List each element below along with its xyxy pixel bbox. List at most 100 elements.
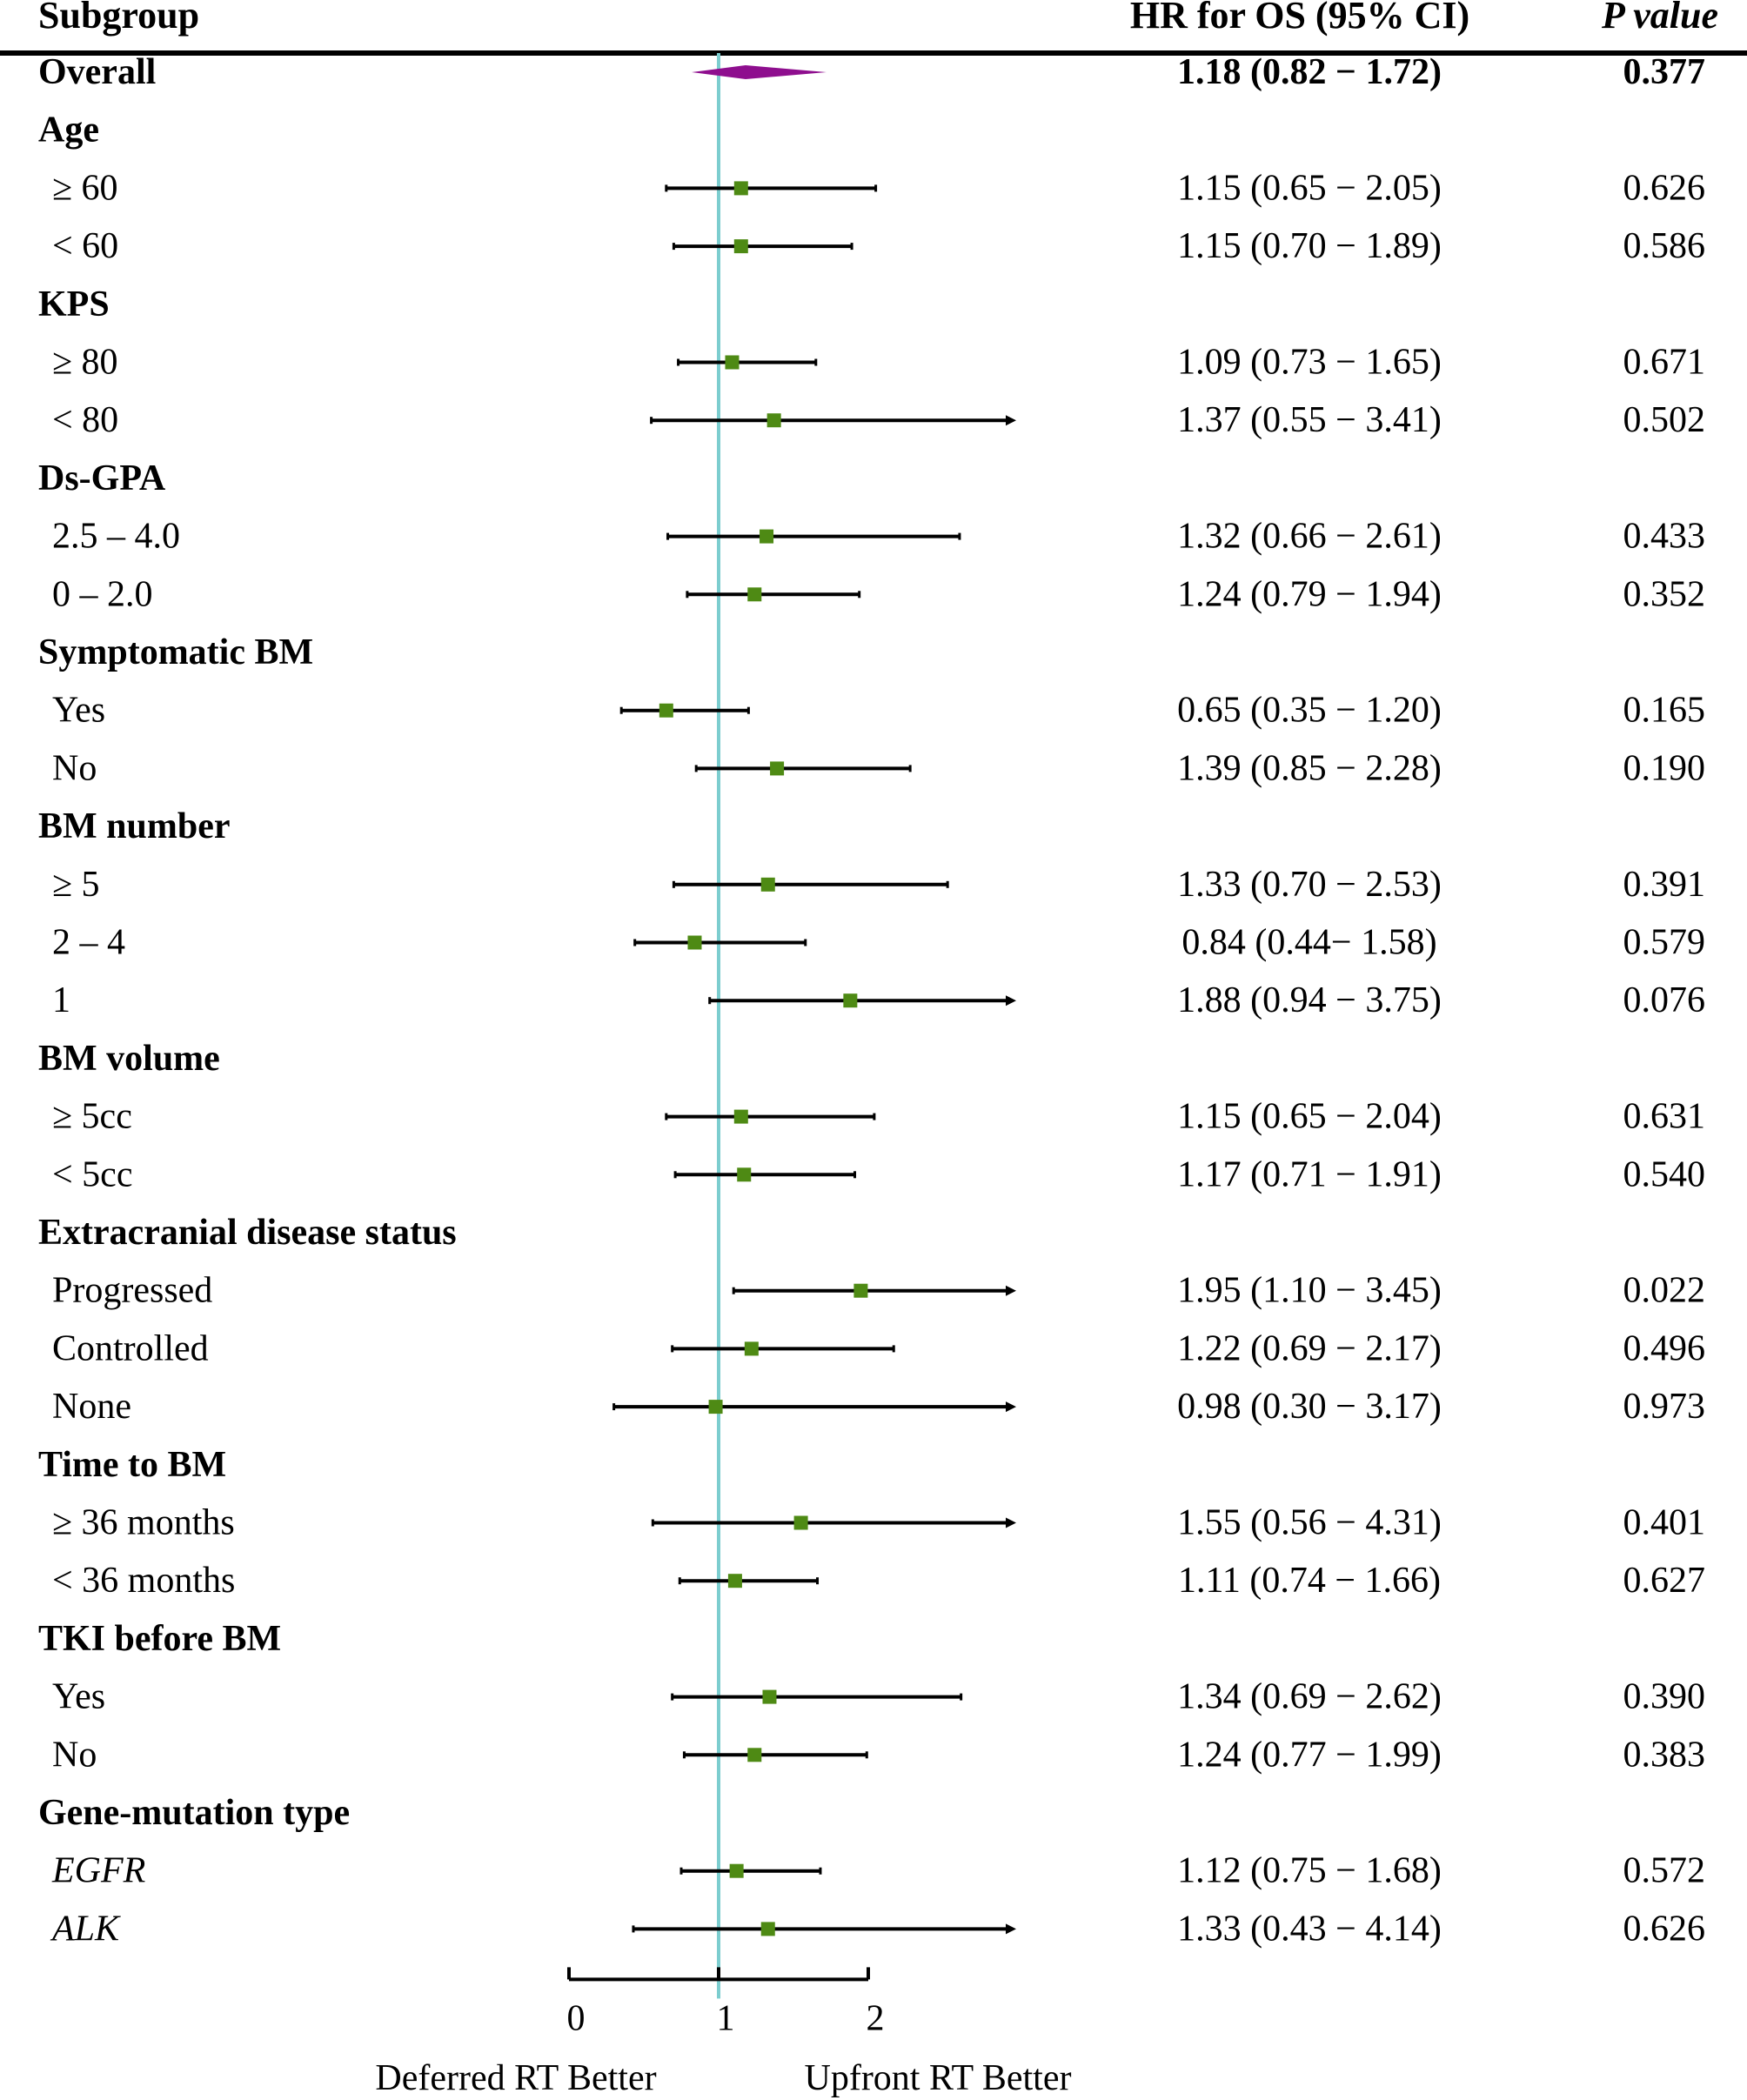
table-row: < 36 months 1.11 (0.74 − 1.66) 0.627: [52, 1561, 1705, 1601]
p-value-text: 0.377: [1623, 52, 1706, 92]
p-value-text: 0.165: [1623, 691, 1706, 731]
row-label: No: [52, 748, 97, 788]
hr-ci-text: 1.18 (0.82 − 1.72): [1177, 52, 1442, 92]
row-label: < 80: [52, 400, 118, 440]
hr-point: [747, 1748, 762, 1762]
p-value-text: 0.631: [1623, 1097, 1706, 1137]
x-tick-label: 0: [567, 1998, 586, 2038]
table-row: BM number: [38, 806, 231, 846]
row-label: ALK: [50, 1909, 121, 1949]
p-value-text: 0.626: [1623, 1909, 1706, 1949]
p-value-text: 0.391: [1623, 865, 1706, 905]
table-row: < 5cc 1.17 (0.71 − 1.91) 0.540: [52, 1154, 1705, 1194]
table-row: No 1.24 (0.77 − 1.99) 0.383: [52, 1735, 1705, 1775]
hr-ci-text: 1.17 (0.71 − 1.91): [1177, 1154, 1442, 1194]
table-row: 0 – 2.0 1.24 (0.79 − 1.94) 0.352: [52, 574, 1705, 614]
p-value-text: 0.390: [1623, 1677, 1706, 1717]
row-label: ≥ 80: [52, 343, 118, 383]
hr-point: [727, 1574, 742, 1588]
group-label: Extracranial disease status: [38, 1213, 457, 1253]
p-value-text: 0.627: [1623, 1561, 1706, 1601]
hr-point: [843, 993, 858, 1008]
hr-point: [853, 1283, 868, 1298]
rows-layer: Overall 1.18 (0.82 − 1.72) 0.377 Age ≥ 60 1.1…: [38, 52, 1706, 1999]
table-row: ≥ 60 1.15 (0.65 − 2.05) 0.626: [52, 168, 1705, 208]
hr-point: [766, 413, 781, 428]
row-label: ≥ 5cc: [52, 1097, 132, 1137]
table-row: ALK 1.33 (0.43 − 4.14) 0.626: [50, 1909, 1705, 1949]
header-subgroup: Subgroup: [38, 0, 199, 37]
table-row: Age: [38, 110, 99, 150]
table-row: Yes 0.65 (0.35 − 1.20) 0.165: [52, 691, 1705, 731]
table-row: 2.5 – 4.0 1.32 (0.66 − 2.61) 0.433: [52, 517, 1705, 557]
hr-point: [733, 239, 748, 254]
p-value-text: 0.022: [1623, 1271, 1706, 1311]
row-label: Yes: [52, 691, 105, 731]
hr-ci-text: 1.39 (0.85 − 2.28): [1177, 748, 1442, 788]
ci-arrow: [1006, 1517, 1016, 1528]
hr-ci-text: 1.34 (0.69 − 2.62): [1177, 1677, 1442, 1717]
row-label: < 36 months: [52, 1561, 235, 1601]
table-row: Symptomatic BM: [38, 632, 313, 672]
p-value-text: 0.401: [1623, 1503, 1706, 1543]
hr-point: [687, 935, 702, 950]
group-label: BM volume: [38, 1039, 220, 1079]
hr-ci-text: 1.12 (0.75 − 1.68): [1177, 1851, 1442, 1891]
table-row: ≥ 80 1.09 (0.73 − 1.65) 0.671: [52, 343, 1705, 383]
table-row: Progressed 1.95 (1.10 − 3.45) 0.022: [52, 1271, 1705, 1311]
row-label: < 5cc: [52, 1154, 132, 1194]
p-value-text: 0.190: [1623, 748, 1706, 788]
row-label: 2.5 – 4.0: [52, 517, 180, 557]
table-row: No 1.39 (0.85 − 2.28) 0.190: [52, 748, 1705, 788]
x-tick-label: 2: [867, 1998, 885, 2038]
p-value-text: 0.671: [1623, 343, 1706, 383]
row-label: No: [52, 1735, 97, 1775]
p-value-text: 0.502: [1623, 400, 1706, 440]
table-row: TKI before BM: [38, 1619, 281, 1659]
row-label: ≥ 36 months: [52, 1503, 235, 1543]
p-value-text: 0.626: [1623, 168, 1706, 208]
hr-point: [737, 1167, 752, 1182]
table-row: BM volume: [38, 1039, 220, 1079]
header-p-value: P value: [1601, 0, 1718, 37]
table-row: Gene-mutation type: [38, 1793, 350, 1833]
row-label: < 60: [52, 226, 118, 266]
hr-ci-text: 1.11 (0.74 − 1.66): [1178, 1561, 1441, 1601]
hr-ci-text: 1.32 (0.66 − 2.61): [1177, 517, 1442, 557]
group-label: KPS: [38, 284, 110, 324]
right-direction-label: Upfront RT Better: [805, 2058, 1072, 2098]
table-row: ≥ 36 months 1.55 (0.56 − 4.31) 0.401: [52, 1503, 1705, 1543]
hr-ci-text: 1.37 (0.55 − 3.41): [1177, 400, 1442, 440]
p-value-text: 0.496: [1623, 1328, 1706, 1368]
row-label: Controlled: [52, 1328, 209, 1368]
group-label: Age: [38, 110, 99, 150]
hr-point: [770, 761, 785, 776]
left-direction-label: Deferred RT Better: [375, 2058, 656, 2098]
table-row: ≥ 5cc 1.15 (0.65 − 2.04) 0.631: [52, 1097, 1705, 1137]
table-row: ≥ 5 1.33 (0.70 − 2.53) 0.391: [52, 865, 1705, 905]
hr-ci-text: 1.33 (0.43 − 4.14): [1177, 1909, 1442, 1949]
row-label: 1: [52, 980, 70, 1020]
hr-ci-text: 0.84 (0.44− 1.58): [1181, 923, 1436, 963]
hr-point: [793, 1515, 808, 1530]
table-row: Overall 1.18 (0.82 − 1.72) 0.377: [38, 52, 1705, 92]
row-label: ≥ 60: [52, 168, 118, 208]
p-value-text: 0.572: [1623, 1851, 1706, 1891]
ci-arrow: [1006, 995, 1016, 1007]
row-label: EGFR: [51, 1851, 145, 1891]
group-label: Gene-mutation type: [38, 1793, 350, 1833]
hr-point: [733, 181, 748, 196]
p-value-text: 0.973: [1623, 1387, 1706, 1427]
table-row: Controlled 1.22 (0.69 − 2.17) 0.496: [52, 1328, 1705, 1368]
ci-arrow: [1006, 1923, 1016, 1935]
table-row: KPS: [38, 284, 110, 324]
hr-ci-text: 1.24 (0.77 − 1.99): [1177, 1735, 1442, 1775]
hr-ci-text: 1.15 (0.70 − 1.89): [1177, 226, 1442, 266]
table-row: Extracranial disease status: [38, 1213, 457, 1253]
group-label: BM number: [38, 806, 231, 846]
hr-ci-text: 1.24 (0.79 − 1.94): [1177, 574, 1442, 614]
row-label: Overall: [38, 52, 156, 92]
group-label: Time to BM: [38, 1445, 226, 1485]
group-label: Ds-GPA: [38, 458, 166, 498]
